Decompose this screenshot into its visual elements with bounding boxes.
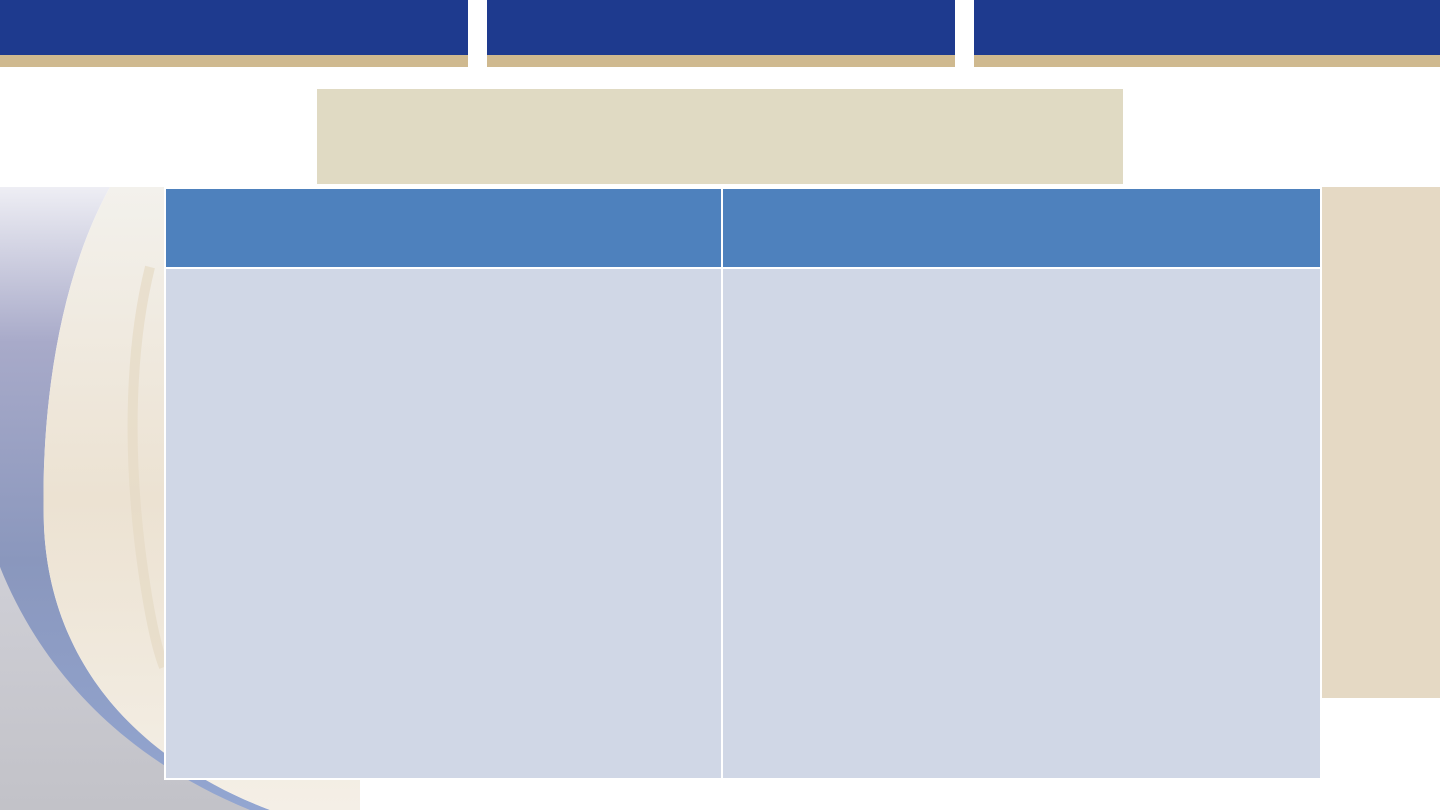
table-cell-2[interactable] bbox=[721, 267, 1322, 780]
table-header-cell-2[interactable] bbox=[721, 187, 1322, 269]
table-header-row bbox=[164, 187, 1322, 269]
content-table bbox=[164, 187, 1322, 780]
top-banner-right bbox=[974, 0, 1440, 67]
table-header-cell-1[interactable] bbox=[164, 187, 723, 269]
banner-blue-strip bbox=[974, 0, 1440, 55]
banner-gold-strip bbox=[487, 55, 955, 67]
banner-blue-strip bbox=[0, 0, 468, 55]
table-cell-1[interactable] bbox=[164, 267, 723, 780]
table-row bbox=[164, 267, 1322, 780]
banner-blue-strip bbox=[487, 0, 955, 55]
top-banner-left bbox=[0, 0, 468, 67]
banner-gold-strip bbox=[974, 55, 1440, 67]
banner-gold-strip bbox=[0, 55, 468, 67]
slide-title[interactable] bbox=[317, 89, 1123, 184]
top-banner-center bbox=[487, 0, 955, 67]
